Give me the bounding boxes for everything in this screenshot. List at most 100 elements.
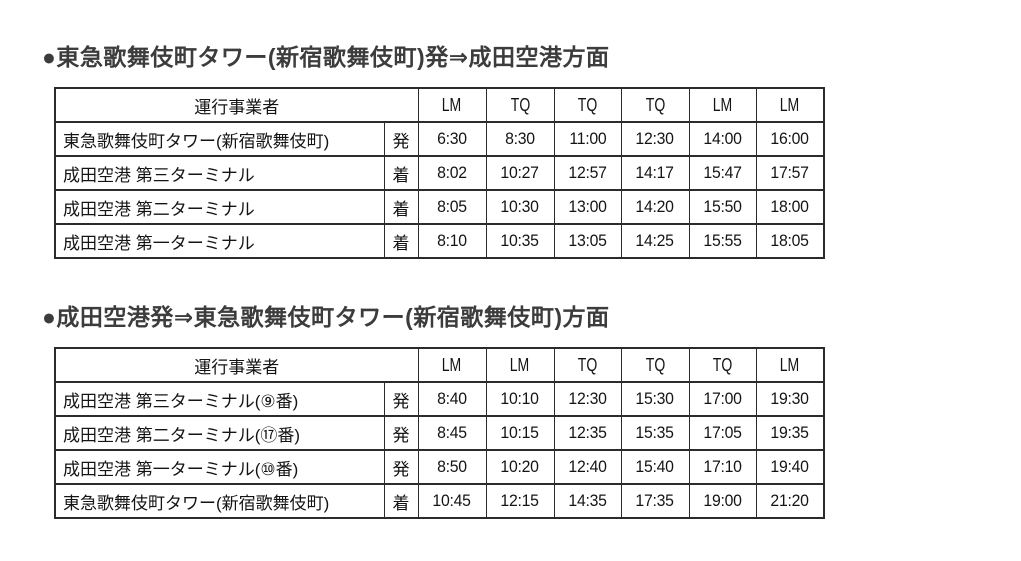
time-cell: 15:30 [620, 381, 690, 417]
time-cell: 10:35 [485, 223, 555, 259]
station-name-cell: 成田空港 第三ターミナル [54, 155, 385, 191]
carrier-code: TQ [577, 354, 598, 375]
table-row: 成田空港 第一ターミナル(⑩番) 発 8:50 10:20 12:40 15:4… [54, 449, 825, 485]
carrier-code-cell: LM [485, 347, 555, 383]
time-cell: 8:45 [417, 415, 487, 451]
time-cell: 17:05 [688, 415, 757, 451]
dep-arr-marker-cell: 着 [383, 189, 419, 225]
carrier-code: LM [712, 94, 733, 115]
time-cell: 21:20 [755, 483, 825, 519]
section-title: ●東急歌舞伎町タワー(新宿歌舞伎町)発⇒成田空港方面 [42, 44, 610, 70]
station-name-cell: 成田空港 第二ターミナル(⑰番) [54, 415, 385, 451]
time-cell: 12:40 [553, 449, 622, 485]
table-row: 成田空港 第二ターミナル(⑰番) 発 8:45 10:15 12:35 15:3… [54, 415, 825, 451]
time-cell: 10:45 [417, 483, 487, 519]
time-cell: 15:55 [688, 223, 757, 259]
table-row: 成田空港 第三ターミナル(⑨番) 発 8:40 10:10 12:30 15:3… [54, 381, 825, 417]
carrier-code-cell: TQ [620, 87, 690, 123]
carrier-code: TQ [577, 94, 598, 115]
time-cell: 10:10 [485, 381, 555, 417]
dep-arr-marker-cell: 発 [383, 381, 419, 417]
section-title: ●成田空港発⇒東急歌舞伎町タワー(新宿歌舞伎町)方面 [42, 304, 610, 330]
table-row: 成田空港 第一ターミナル 着 8:10 10:35 13:05 14:25 15… [54, 223, 825, 259]
carrier-code: LM [442, 94, 462, 115]
time-cell: 10:20 [485, 449, 555, 485]
time-cell: 18:00 [755, 189, 825, 225]
time-cell: 10:15 [485, 415, 555, 451]
operator-header-cell: 運行事業者 [54, 347, 419, 383]
carrier-code: TQ [645, 94, 665, 115]
time-cell: 17:10 [688, 449, 757, 485]
table-header-row: 運行事業者 LM TQ TQ TQ LM LM [54, 87, 825, 123]
time-cell: 8:50 [417, 449, 487, 485]
time-cell: 10:30 [485, 189, 555, 225]
carrier-code-cell: TQ [688, 347, 757, 383]
time-cell: 17:00 [688, 381, 757, 417]
carrier-code-cell: LM [417, 347, 487, 383]
carrier-code: TQ [712, 354, 733, 375]
time-cell: 11:00 [553, 121, 622, 157]
carrier-code-cell: LM [755, 87, 825, 123]
table-row: 成田空港 第二ターミナル 着 8:05 10:30 13:00 14:20 15… [54, 189, 825, 225]
carrier-code-cell: LM [417, 87, 487, 123]
carrier-code: LM [442, 354, 462, 375]
time-cell: 17:35 [620, 483, 690, 519]
table-header-row: 運行事業者 LM LM TQ TQ TQ LM [54, 347, 825, 383]
station-name-cell: 成田空港 第一ターミナル(⑩番) [54, 449, 385, 485]
time-cell: 15:47 [688, 155, 757, 191]
time-cell: 14:17 [620, 155, 690, 191]
time-cell: 19:00 [688, 483, 757, 519]
table-row: 東急歌舞伎町タワー(新宿歌舞伎町) 発 6:30 8:30 11:00 12:3… [54, 121, 825, 157]
time-cell: 19:35 [755, 415, 825, 451]
carrier-code: TQ [510, 94, 530, 115]
carrier-code-cell: TQ [553, 347, 622, 383]
carrier-code: TQ [645, 354, 665, 375]
time-cell: 8:40 [417, 381, 487, 417]
time-cell: 15:50 [688, 189, 757, 225]
time-cell: 6:30 [417, 121, 487, 157]
carrier-code-cell: LM [755, 347, 825, 383]
carrier-code-cell: TQ [553, 87, 622, 123]
timetable-section-to-narita: ●東急歌舞伎町タワー(新宿歌舞伎町)発⇒成田空港方面 運行事業者 LM TQ T… [42, 38, 825, 259]
carrier-code-cell: LM [688, 87, 757, 123]
dep-arr-marker-cell: 発 [383, 449, 419, 485]
carrier-code: LM [779, 94, 800, 115]
time-cell: 14:00 [688, 121, 757, 157]
table-row: 成田空港 第三ターミナル 着 8:02 10:27 12:57 14:17 15… [54, 155, 825, 191]
time-cell: 12:30 [553, 381, 622, 417]
time-cell: 8:05 [417, 189, 487, 225]
timetable-table-to-tower: 運行事業者 LM LM TQ TQ TQ LM 成田空港 第三ターミナル(⑨番)… [54, 347, 825, 519]
carrier-code: LM [510, 354, 530, 375]
time-cell: 14:25 [620, 223, 690, 259]
time-cell: 18:05 [755, 223, 825, 259]
carrier-code-cell: TQ [485, 87, 555, 123]
station-name-cell: 東急歌舞伎町タワー(新宿歌舞伎町) [54, 121, 385, 157]
time-cell: 12:15 [485, 483, 555, 519]
time-cell: 15:40 [620, 449, 690, 485]
dep-arr-marker-cell: 着 [383, 483, 419, 519]
time-cell: 12:30 [620, 121, 690, 157]
station-name-cell: 成田空港 第一ターミナル [54, 223, 385, 259]
time-cell: 8:02 [417, 155, 487, 191]
time-cell: 12:57 [553, 155, 622, 191]
time-cell: 12:35 [553, 415, 622, 451]
station-name-cell: 成田空港 第二ターミナル [54, 189, 385, 225]
time-cell: 14:20 [620, 189, 690, 225]
table-row: 東急歌舞伎町タワー(新宿歌舞伎町) 着 10:45 12:15 14:35 17… [54, 483, 825, 519]
time-cell: 15:35 [620, 415, 690, 451]
operator-header-cell: 運行事業者 [54, 87, 419, 123]
carrier-code-cell: TQ [620, 347, 690, 383]
time-cell: 8:30 [485, 121, 555, 157]
station-name-cell: 東急歌舞伎町タワー(新宿歌舞伎町) [54, 483, 385, 519]
timetable-section-to-tower: ●成田空港発⇒東急歌舞伎町タワー(新宿歌舞伎町)方面 運行事業者 LM LM T… [42, 298, 825, 519]
dep-arr-marker-cell: 発 [383, 415, 419, 451]
timetable-table-to-narita: 運行事業者 LM TQ TQ TQ LM LM 東急歌舞伎町タワー(新宿歌舞伎町… [54, 87, 825, 259]
time-cell: 14:35 [553, 483, 622, 519]
time-cell: 16:00 [755, 121, 825, 157]
dep-arr-marker-cell: 着 [383, 155, 419, 191]
time-cell: 13:00 [553, 189, 622, 225]
time-cell: 19:40 [755, 449, 825, 485]
carrier-code: LM [779, 354, 800, 375]
station-name-cell: 成田空港 第三ターミナル(⑨番) [54, 381, 385, 417]
time-cell: 13:05 [553, 223, 622, 259]
